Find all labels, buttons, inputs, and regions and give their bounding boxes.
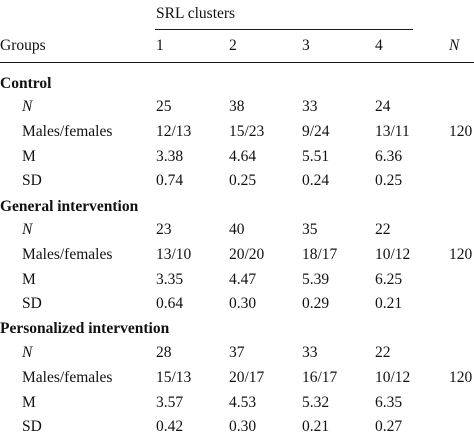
cluster-4-header: 4 [375,37,383,54]
table-cell: 0.24 [302,172,330,189]
table-cell: 4.64 [229,148,257,165]
table-cell: 4.53 [229,394,257,411]
srl-clusters-header: SRL clusters [156,5,236,22]
row-label: Males/females [22,369,113,386]
section-title: General intervention [0,198,139,215]
table-cell: 15/23 [229,123,265,140]
groups-header: Groups [0,37,46,54]
table-cell: 24 [375,98,391,115]
n-total-header: N [449,37,460,54]
table-cell: 0.42 [156,418,184,435]
table-cell: 6.36 [375,148,403,165]
table-cell: 5.39 [302,271,330,288]
table-cell: 0.25 [229,172,257,189]
table-cell: 0.27 [375,418,403,435]
table-cell: 22 [375,221,391,238]
table-cell: 40 [229,221,245,238]
table-cell: 13/10 [156,246,192,263]
row-label: Males/females [22,246,113,263]
total-cell: 120 [449,123,473,140]
cluster-1-header: 1 [156,37,164,54]
table-cell: 13/11 [375,123,410,140]
table-cell: 23 [156,221,172,238]
table-cell: 0.21 [302,418,330,435]
table-cell: 33 [302,98,318,115]
table-cell: 33 [302,344,318,361]
cluster-2-header: 2 [229,37,237,54]
table-cell: 38 [229,98,245,115]
table-cell: 35 [302,221,318,238]
section-title: Control [0,75,52,92]
row-label: M [22,394,36,411]
row-label: N [22,221,33,238]
table-cell: 0.74 [156,172,184,189]
table-cell: 3.35 [156,271,184,288]
table-cell: 0.30 [229,295,257,312]
table-cell: 6.25 [375,271,403,288]
table-cell: 25 [156,98,172,115]
table-cell: 6.35 [375,394,403,411]
spanner-rule [155,29,413,30]
table-cell: 18/17 [302,246,338,263]
total-cell: 120 [449,369,473,386]
table-cell: 0.29 [302,295,330,312]
table-cell: 0.25 [375,172,403,189]
table-cell: 12/13 [156,123,192,140]
table-cell: 37 [229,344,245,361]
table-cell: 22 [375,344,391,361]
table-cell: 20/17 [229,369,265,386]
table-cell: 15/13 [156,369,192,386]
header-rule [0,62,474,63]
table-cell: 3.57 [156,394,184,411]
table-cell: 5.32 [302,394,330,411]
row-label: Males/females [22,123,113,140]
table-cell: 10/12 [375,246,411,263]
cluster-3-header: 3 [302,37,310,54]
table-cell: 4.47 [229,271,257,288]
row-label: M [22,271,36,288]
row-label: SD [22,418,42,435]
total-cell: 120 [449,246,473,263]
table-cell: 10/12 [375,369,411,386]
table-cell: 28 [156,344,172,361]
table-cell: 0.21 [375,295,403,312]
row-label: M [22,148,36,165]
table-cell: 16/17 [302,369,338,386]
row-label: N [22,344,33,361]
table-cell: 5.51 [302,148,330,165]
table-cell: 3.38 [156,148,184,165]
section-title: Personalized intervention [0,320,170,337]
table-cell: 20/20 [229,246,265,263]
row-label: SD [22,295,42,312]
row-label: SD [22,172,42,189]
table-cell: 0.64 [156,295,184,312]
table-cell: 9/24 [302,123,330,140]
table-cell: 0.30 [229,418,257,435]
row-label: N [22,98,33,115]
